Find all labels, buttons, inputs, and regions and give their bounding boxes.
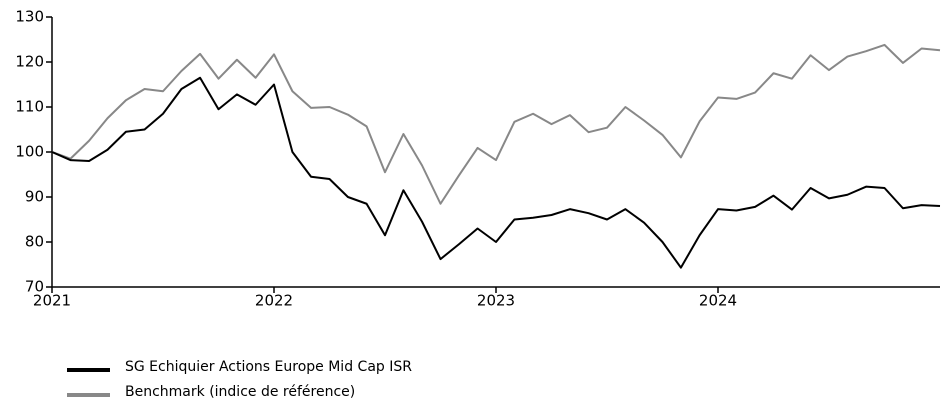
x-tick-label: 2022: [255, 292, 293, 310]
y-tick-label: 70: [25, 278, 44, 296]
y-tick-label: 90: [25, 188, 44, 206]
y-tick-label: 80: [25, 233, 44, 251]
x-tick-label: 2024: [699, 292, 737, 310]
x-tick-label: 2023: [477, 292, 515, 310]
y-tick-label: 130: [15, 8, 44, 26]
x-tick-label: 2021: [33, 292, 71, 310]
legend-label: SG Echiquier Actions Europe Mid Cap ISR: [125, 359, 412, 375]
y-tick-label: 110: [15, 98, 44, 116]
y-tick-label: 100: [15, 143, 44, 161]
series-line: [51, 76, 941, 269]
series-line: [51, 43, 941, 205]
legend-label: Benchmark (indice de référence): [125, 384, 355, 400]
y-tick-label: 120: [15, 53, 44, 71]
